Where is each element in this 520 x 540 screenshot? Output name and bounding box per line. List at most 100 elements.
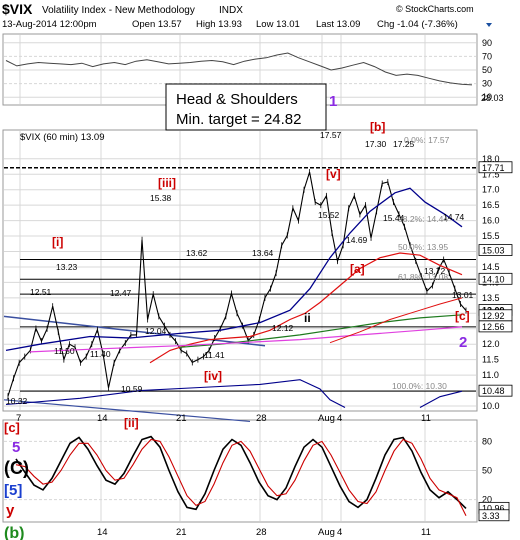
main-price-panel: 10.32 10.59 11.41 11.40 11.50 12.51 13.23 12.47… (3, 93, 476, 430)
chart-low: Low 13.01 (256, 19, 300, 30)
axis-labels: 103050709010.010.511.011.512.012.513.013… (4, 38, 513, 540)
bottom-y-tick-label: 80 (482, 436, 492, 446)
price-label: 14.74 (443, 212, 465, 222)
chart-source: © StockCharts.com (396, 4, 474, 14)
red-dotted-curve (329, 297, 463, 344)
main-panel-title: $VIX (60 min) 13.09 (20, 132, 105, 143)
fib-level-label: 38.2%: 14.44 (398, 214, 448, 224)
moving-average-red (149, 252, 463, 364)
moving-average-blue (5, 187, 463, 352)
wave-label: [i] (52, 235, 63, 249)
wave-label: 1 (329, 93, 337, 110)
chart-symbol: $VIX (2, 1, 33, 17)
top-y-tick-label: 90 (482, 38, 492, 48)
price-label: 15.52 (318, 210, 340, 220)
bottom-oscillator-panel (15, 435, 467, 517)
main-y-tick-label: 17.5 (482, 169, 500, 179)
price-label: 17.30 (365, 139, 387, 149)
chart-change: Chg -1.04 (-7.36%) (377, 19, 458, 30)
fib-level-label: 61.8%: 13.08 (398, 272, 448, 282)
wave-label: ii (304, 311, 311, 325)
right-axis-value-label: 15.03 (482, 246, 505, 256)
price-label: 13.23 (56, 262, 78, 272)
pattern-annotation-box (165, 83, 327, 131)
price-label: 11.40 (90, 349, 111, 359)
left-wave-degree-label: (b) (4, 525, 24, 540)
main-y-tick-label: 10.0 (482, 401, 500, 411)
main-y-tick-label: 13.5 (482, 293, 500, 303)
chart-high: High 13.93 (196, 19, 242, 30)
wave-label: 2 (459, 334, 467, 351)
wave-label: [c] (455, 309, 470, 323)
price-label: 10.59 (121, 384, 143, 394)
main-x-tick-label: 7 (16, 413, 21, 424)
price-label: 15.38 (150, 193, 172, 203)
wave-label: [ii] (124, 416, 139, 430)
wave-label: [iv] (204, 369, 222, 383)
main-x-tick-label: 14 (97, 413, 108, 424)
oscillator-line-0 (15, 435, 467, 511)
price-label: 12.04 (145, 326, 167, 336)
main-x-tick-label: 28 (256, 413, 267, 424)
main-y-tick-label: 11.0 (482, 370, 499, 380)
price-label: 10.32 (6, 396, 28, 406)
moving-average-magenta (29, 326, 463, 353)
right-axis-value-box (478, 320, 513, 333)
main-y-tick-label: 14.5 (482, 262, 500, 272)
bottom-x-tick-label: 4 (337, 527, 342, 538)
fib-level-label: 50.0%: 13.95 (398, 242, 448, 252)
top-indicator-line (5, 52, 473, 86)
main-x-tick-label: Aug (318, 413, 335, 424)
main-x-tick-label: 11 (421, 413, 431, 424)
chart-exchange: INDX (219, 5, 243, 16)
price-label: 12.12 (272, 323, 294, 333)
price-label: 15.44 (383, 213, 405, 223)
price-label: 14.69 (346, 235, 368, 245)
main-y-tick-label: 15.5 (482, 231, 500, 241)
top-y-tick-label: 30 (482, 79, 492, 89)
price-label: 17.57 (320, 130, 342, 140)
bottom-x-tick-label: 21 (176, 527, 187, 538)
bottom-x-tick-label: 11 (421, 527, 431, 538)
price-label: 13.72 (424, 266, 446, 276)
channel-line-upper (3, 315, 266, 347)
bottom-value-label: 10.96 (482, 503, 505, 513)
annotation-line-2: Min. target = 24.82 (176, 111, 302, 128)
bottom-x-tick-label: 14 (97, 527, 108, 538)
right-axis-value-label: 14.10 (482, 274, 505, 284)
left-wave-degree-label: (C) (4, 458, 29, 478)
wave-label: [a] (350, 262, 365, 276)
price-label: 13.01 (452, 290, 474, 300)
price-label: 12.51 (30, 287, 52, 297)
lower-blue-trace (5, 379, 346, 408)
price-label: 13.62 (186, 248, 208, 258)
price-label: 12.47 (110, 288, 132, 298)
right-axis-value-label: 10.48 (482, 386, 505, 396)
annotation-line-1: Head & Shoulders (176, 91, 298, 108)
left-wave-degree-label: [5] (4, 482, 22, 499)
price-label: 17.25 (393, 139, 415, 149)
top-y-tick-label: 10 (482, 92, 492, 102)
wave-label: [b] (370, 120, 385, 134)
price-label: 11.41 (204, 350, 225, 360)
right-axis-value-box (478, 244, 513, 256)
main-y-tick-label: 18.0 (482, 154, 500, 164)
top-last-value-label: 28.03 (481, 93, 504, 103)
oscillator-line-1 (15, 438, 467, 517)
left-wave-degree-label: [c] (4, 420, 20, 435)
lower-blue-trace-right (419, 390, 463, 408)
chart-open: Open 13.57 (132, 19, 182, 30)
channel-line-lower (3, 399, 251, 423)
chart-last: Last 13.09 (316, 19, 360, 30)
price-label: 11.50 (54, 346, 75, 356)
main-y-tick-label: 16.0 (482, 216, 500, 226)
left-wave-degree-label: 5 (12, 439, 20, 456)
main-x-tick-label: 4 (337, 413, 342, 424)
fib-level-label: 0.0%: 17.57 (404, 135, 450, 145)
bottom-x-tick-label: 28 (256, 527, 267, 538)
main-y-tick-label: 11.5 (482, 355, 499, 365)
right-axis-value-box (478, 272, 513, 285)
right-axis-value-box (478, 161, 513, 174)
chart-menu-arrow-icon[interactable] (486, 23, 492, 27)
